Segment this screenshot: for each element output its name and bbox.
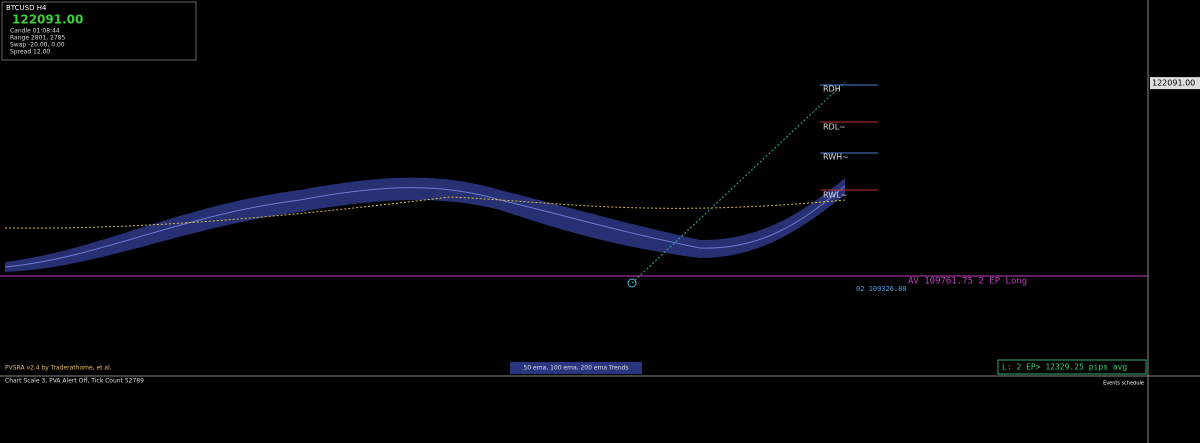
volume-status: Chart Scale 3, PVA Alert Off, Tick Count… bbox=[5, 378, 144, 385]
info-line: Range 2801, 2785 bbox=[10, 35, 65, 42]
info-line: Swap -20.00, 0.00 bbox=[10, 42, 65, 49]
trend-label: 50 ema, 100 ema, 200 ema Trends bbox=[524, 365, 629, 372]
price: 122091.00 bbox=[12, 13, 83, 27]
credit: PVSRA v2.4 by Traderathome, et al. bbox=[5, 365, 112, 372]
current-price: 122091.00 bbox=[1152, 79, 1195, 88]
level-label: RDH bbox=[823, 85, 841, 94]
level-label: RDL~ bbox=[823, 123, 846, 132]
info-box bbox=[1, 1, 197, 61]
ema-200 bbox=[4, 196, 846, 229]
ema-cloud bbox=[5, 177, 845, 272]
pips-box bbox=[997, 359, 1147, 375]
av-label: AV 109761.75 2 EP Long bbox=[908, 277, 1027, 287]
info-line: Spread 12.00 bbox=[10, 49, 50, 56]
trend-line bbox=[631, 81, 846, 284]
ema-line bbox=[4, 185, 846, 268]
trend-box bbox=[510, 362, 642, 374]
symbol: BTCUSD H4 bbox=[6, 4, 47, 12]
ep-label: 02 109326.80 bbox=[856, 285, 907, 293]
events-title: Events schedule bbox=[1103, 381, 1144, 387]
price-box bbox=[1150, 77, 1200, 90]
info-line: Candle 01:08:44 bbox=[10, 28, 60, 35]
level-label: RWL~ bbox=[823, 191, 847, 200]
entry-marker bbox=[627, 278, 637, 288]
level-label: RWH~ bbox=[823, 153, 849, 162]
pips-label: L: 2 EP> 12329.25 pips avg bbox=[1002, 363, 1127, 372]
